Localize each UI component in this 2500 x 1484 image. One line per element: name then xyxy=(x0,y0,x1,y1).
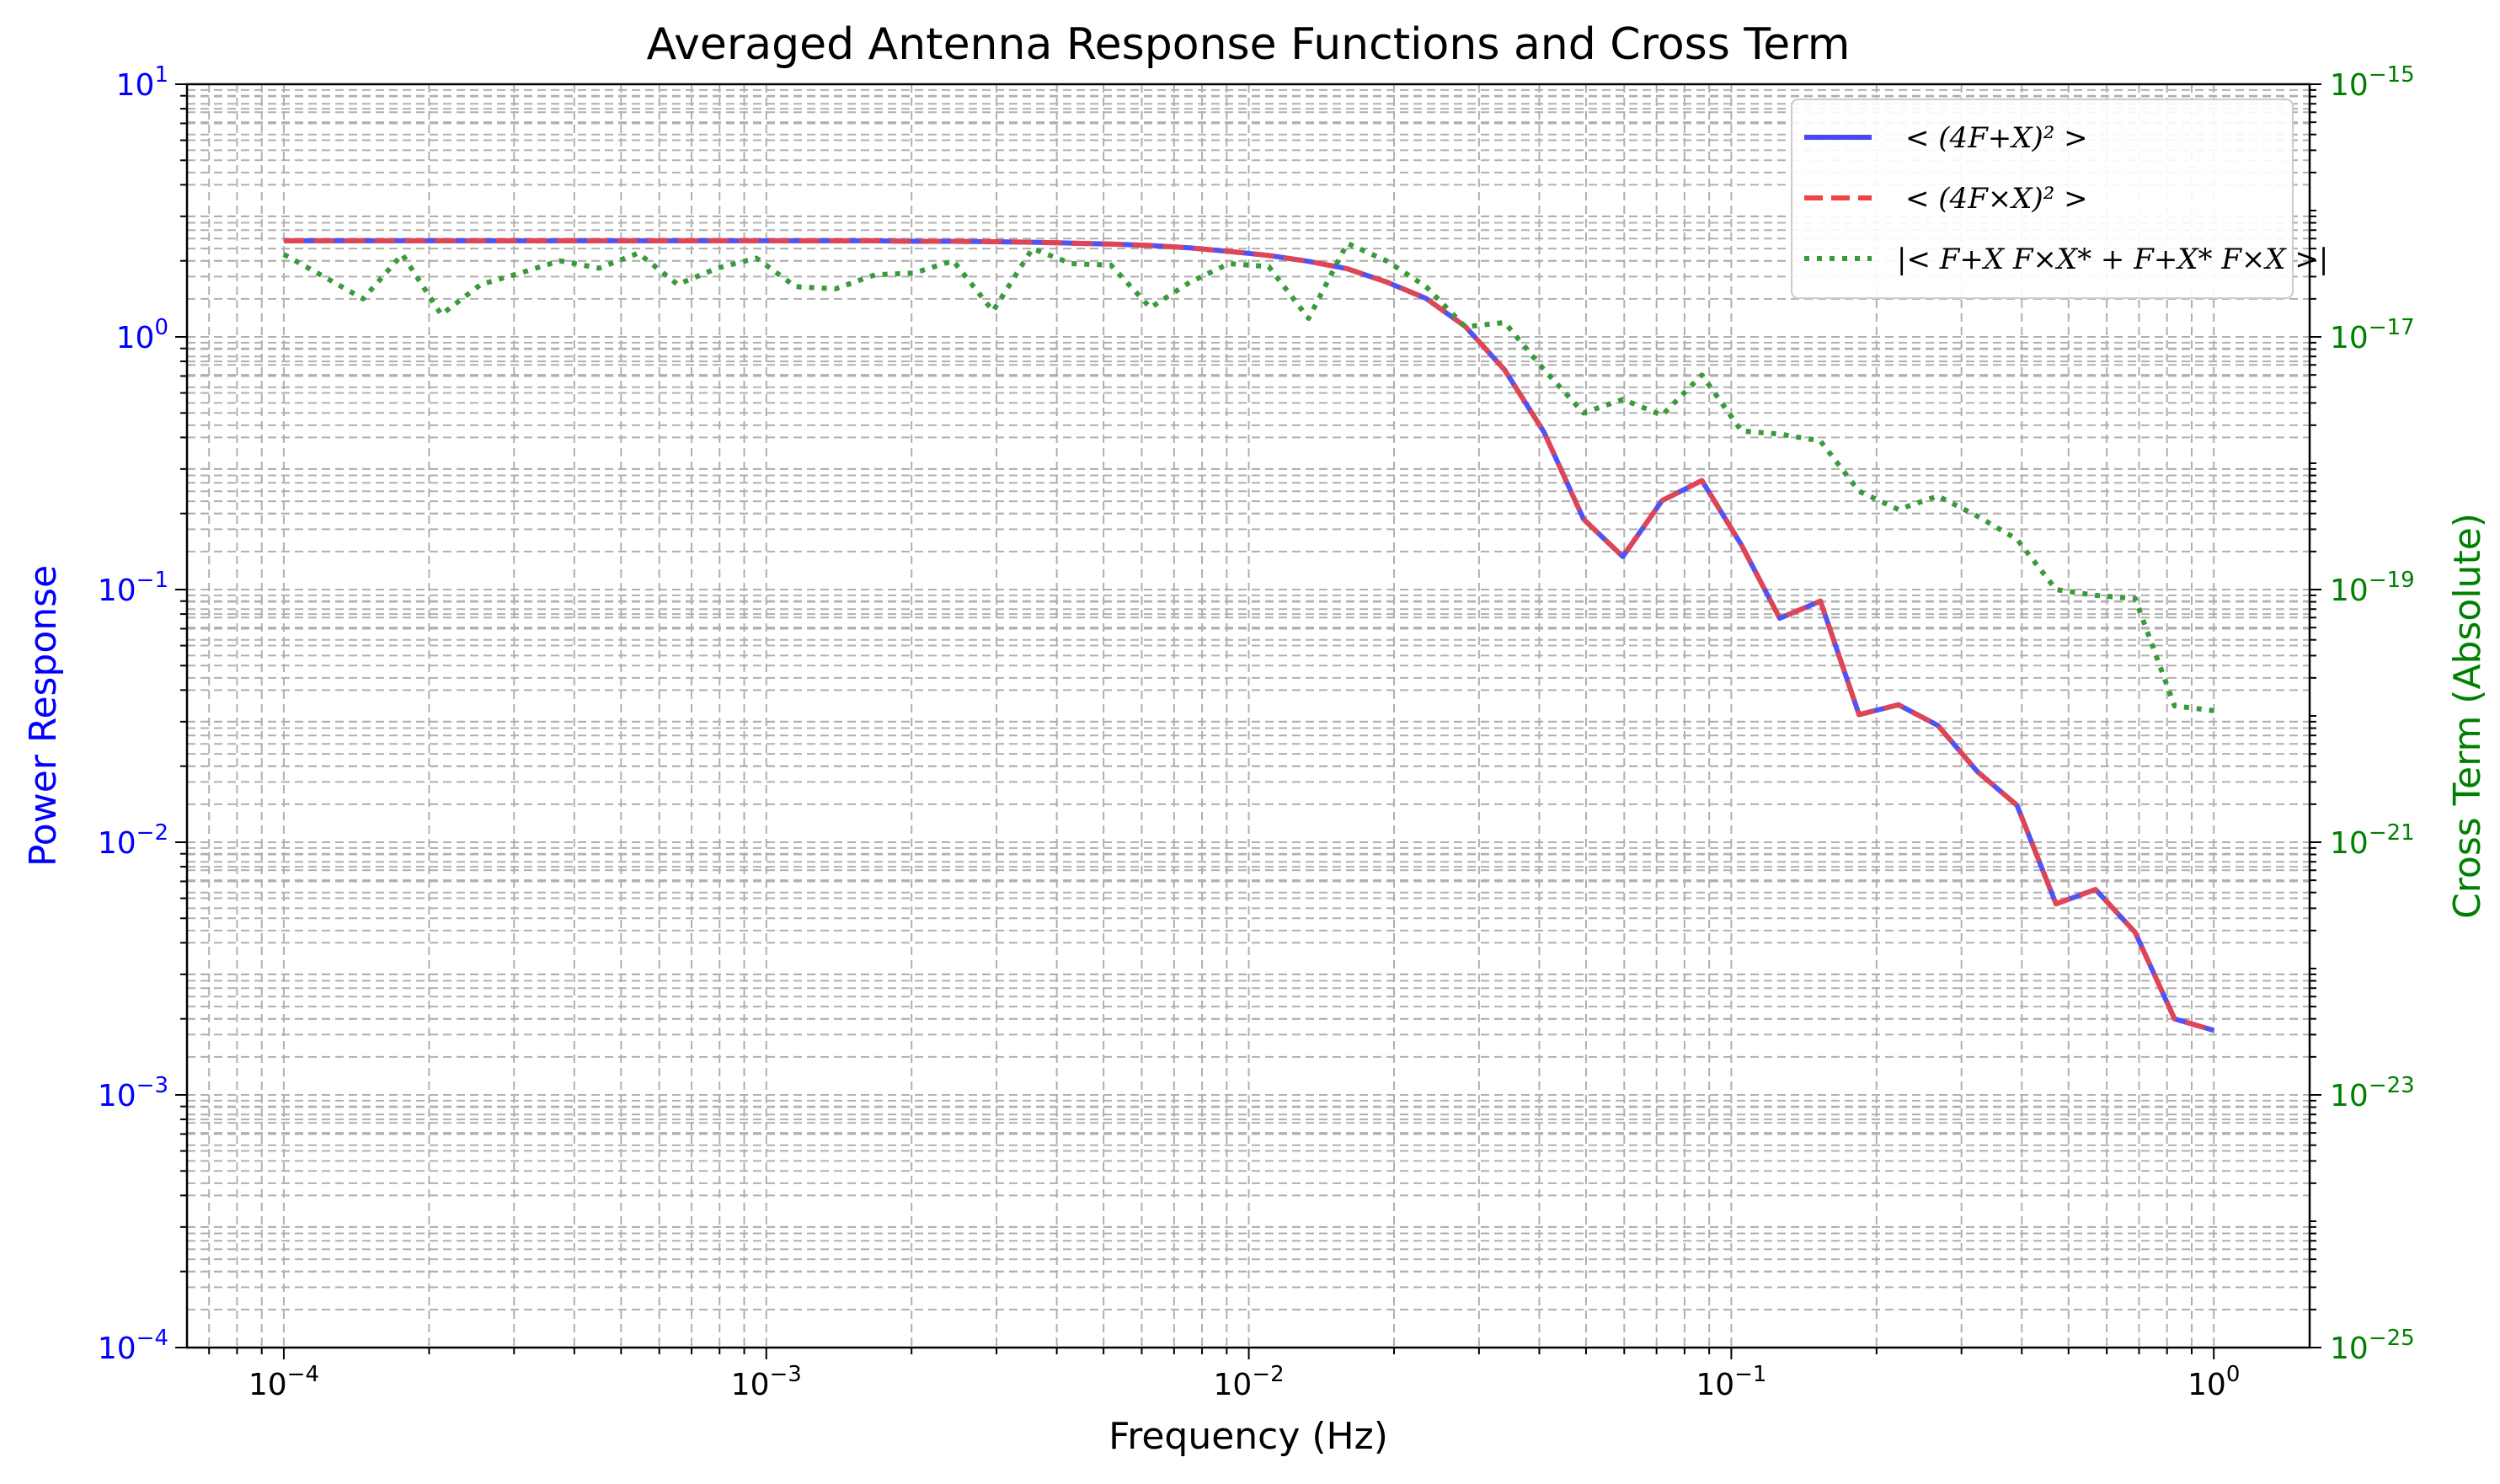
x-tick-label: 10−2 xyxy=(1214,1362,1285,1402)
series-line-cross xyxy=(283,238,2215,1033)
y-axis-label: Power Response xyxy=(22,565,65,867)
legend: < (4F+X)² > < (4F×X)² > |< F+X F×X* + F+… xyxy=(1791,99,2328,299)
x-tick-label: 100 xyxy=(2188,1362,2240,1402)
legend-label-plus: < (4F+X)² > xyxy=(1905,121,2088,155)
plot-series xyxy=(282,238,2215,1033)
x-axis-label: Frequency (Hz) xyxy=(1108,1415,1388,1458)
y-tick-label: 10−3 xyxy=(98,1073,168,1113)
y-tick-label: 10−1 xyxy=(98,568,168,608)
y-tick-label: 101 xyxy=(116,62,168,103)
y2-axis-label: Cross Term (Absolute) xyxy=(2446,513,2489,919)
y2-tick-label: 10−15 xyxy=(2330,62,2415,103)
y-tick-label: 10−2 xyxy=(98,820,168,861)
y2-tick-label: 10−25 xyxy=(2330,1326,2415,1366)
axis-ticks: 10−4 10−3 10−2 10−1 100 10−4 10−3 10−2 10−1 100 10… xyxy=(98,62,2415,1402)
y-tick-label: 10−4 xyxy=(98,1326,168,1366)
legend-label-cross: < (4F×X)² > xyxy=(1905,182,2088,216)
y2-tick-label: 10−21 xyxy=(2330,820,2415,861)
x-tick-label: 10−3 xyxy=(731,1362,802,1402)
y2-tick-label: 10−23 xyxy=(2330,1073,2415,1113)
legend-label-cross-term: |< F+X F×X* + F+X* F×X >| xyxy=(1897,243,2328,276)
y2-tick-label: 10−19 xyxy=(2330,568,2415,608)
legend-box xyxy=(1791,99,2294,299)
y2-tick-label: 10−17 xyxy=(2330,315,2415,355)
x-tick-label: 10−4 xyxy=(248,1362,319,1402)
x-tick-label: 10−1 xyxy=(1696,1362,1766,1402)
y-tick-label: 100 xyxy=(116,315,168,355)
chart-title: Averaged Antenna Response Functions and … xyxy=(647,19,1851,70)
